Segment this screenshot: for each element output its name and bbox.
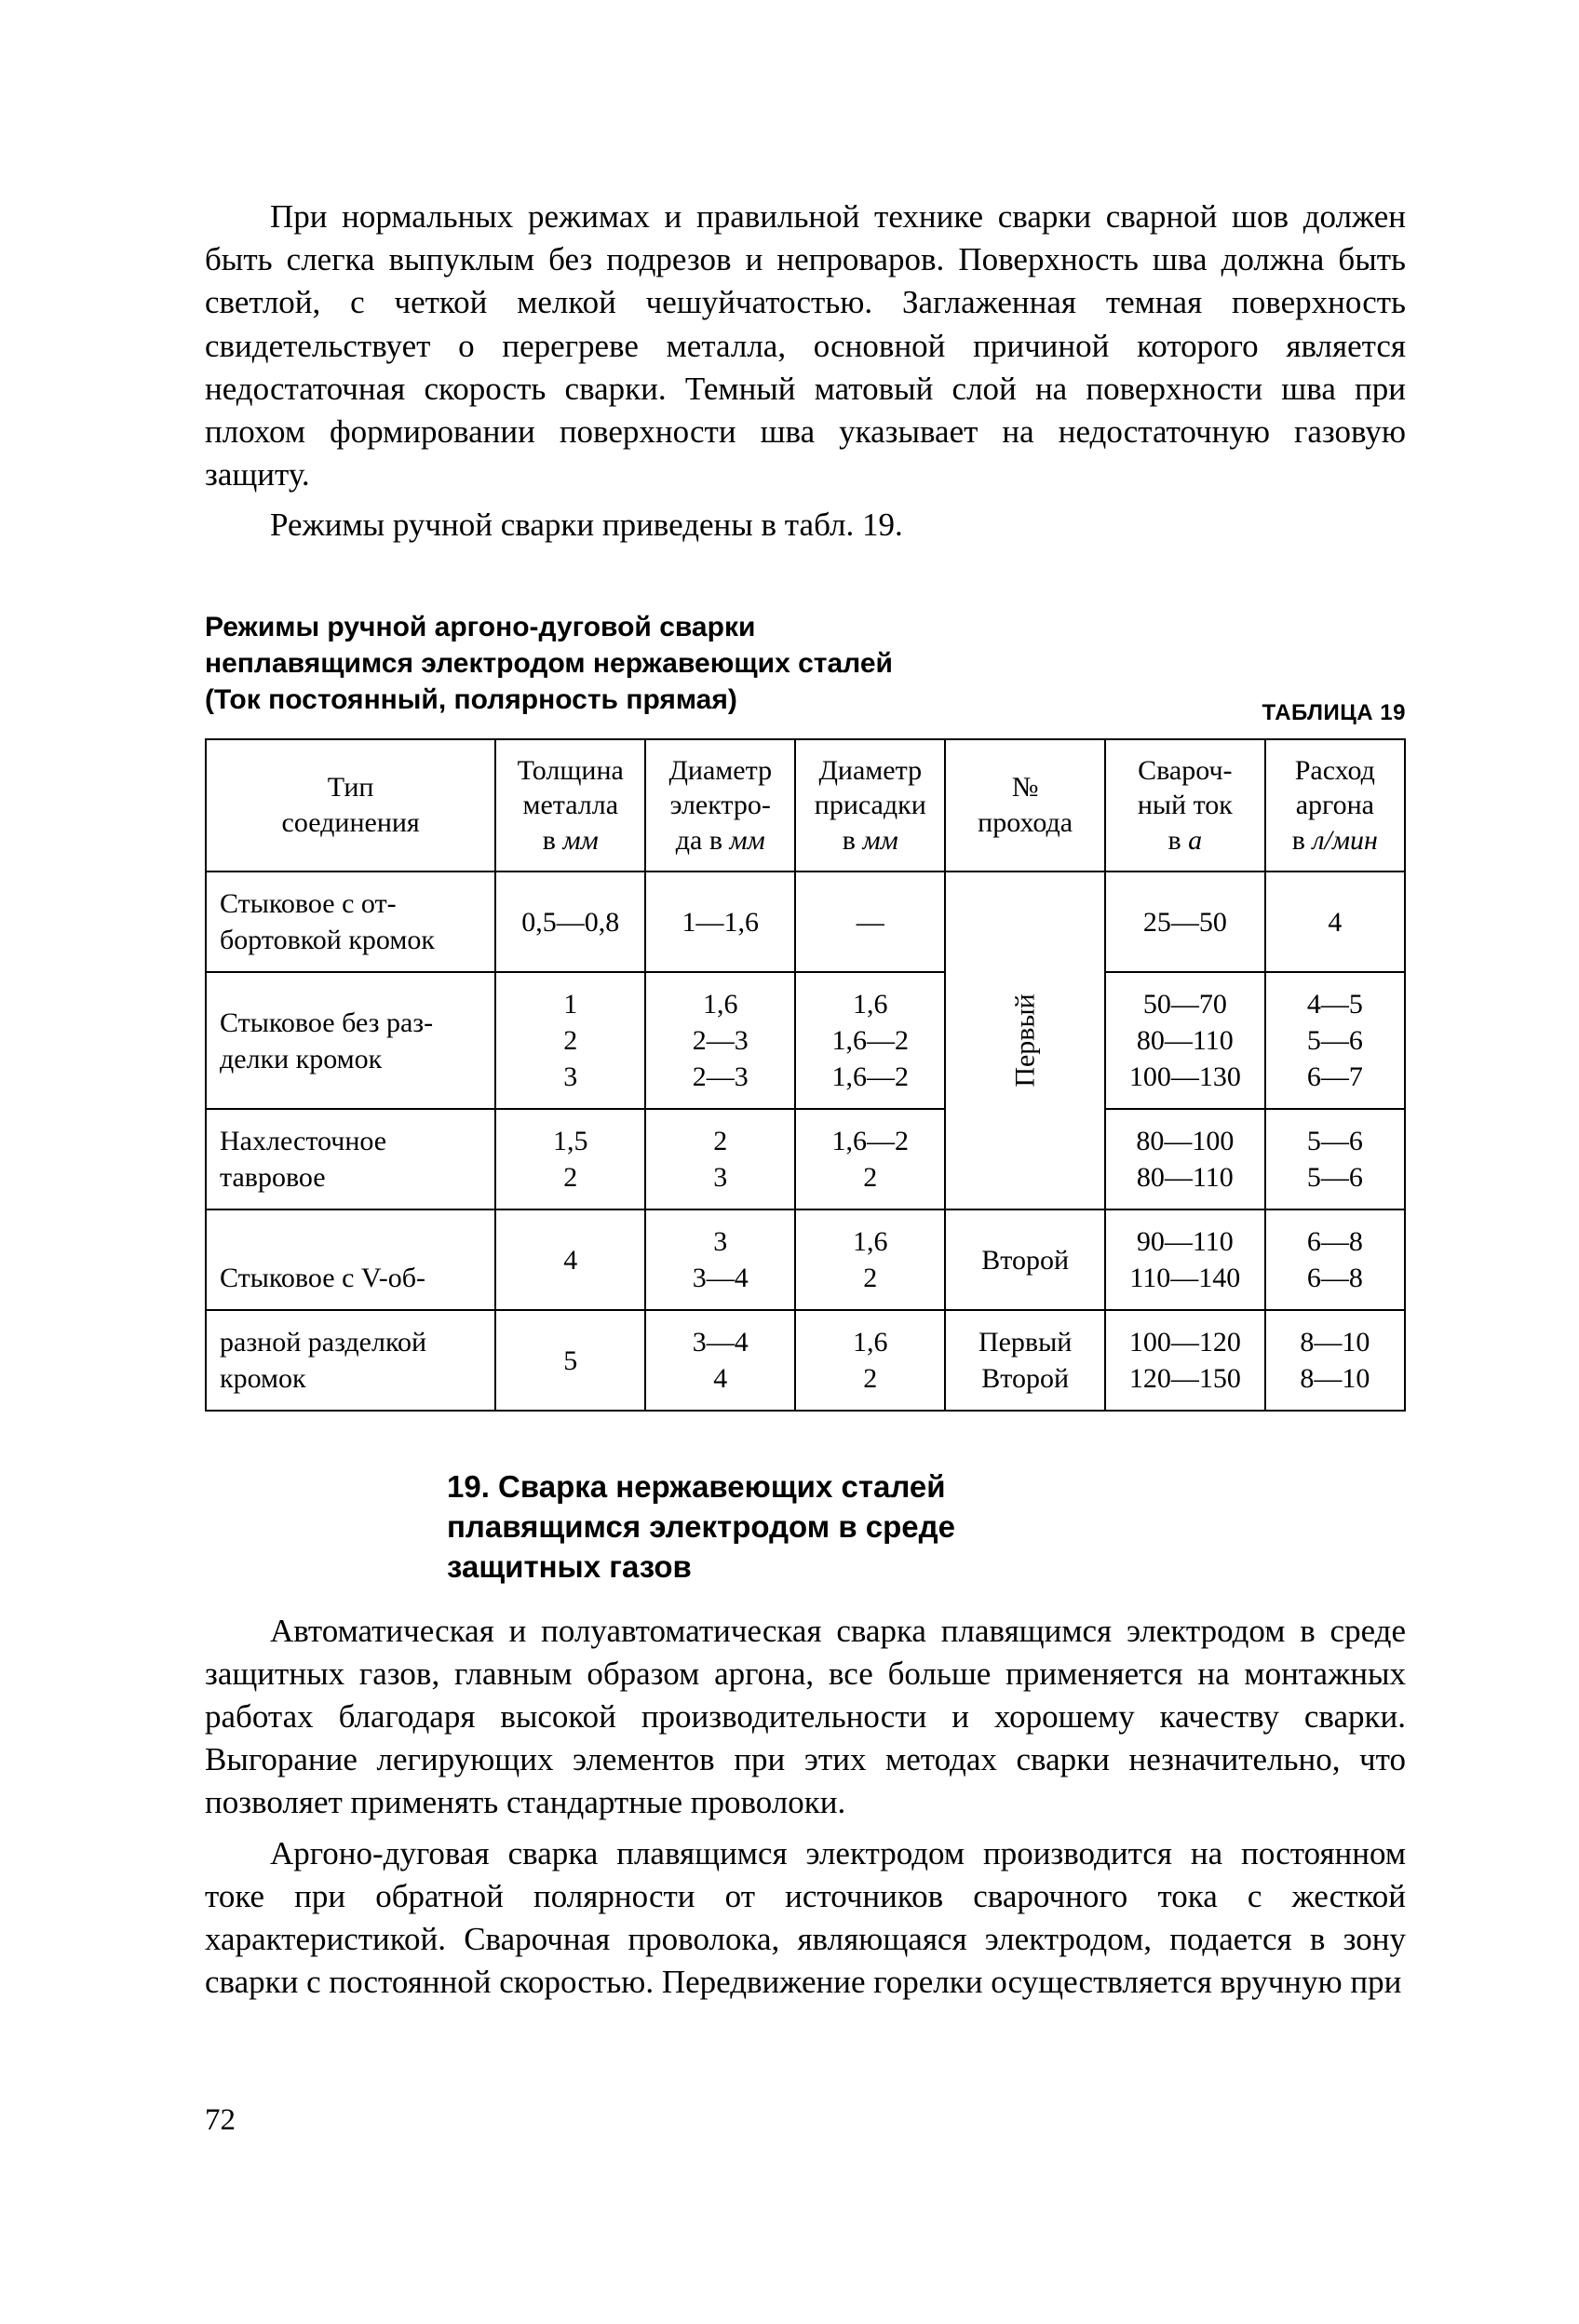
page-content: При нормальных режимах и правильной техн…: [205, 196, 1406, 2011]
table-caption: Режимы ручной аргоно-дуговой сварки непл…: [205, 609, 1406, 718]
welding-modes-table: Тип соединения Толщина металла в мм Диам…: [205, 738, 1406, 1412]
cell-gas: 4: [1265, 872, 1405, 972]
paragraph-4: Аргоно-дуговая сварка плавящимся электро…: [205, 1832, 1406, 2005]
cell-type-upper: Стыковое с V-об-: [206, 1209, 495, 1310]
table-row: разной разделкой кромок 5 3—4 4 1,6 2 Пе…: [206, 1310, 1405, 1411]
table-label: ТАБЛИЦА 19: [1262, 700, 1406, 726]
th-current: Свароч- ный ток в а: [1105, 739, 1265, 872]
section-heading: 19. Сварка нержавеющих сталей плавящимся…: [447, 1467, 1192, 1588]
th-type: Тип соединения: [206, 739, 495, 872]
cell-electrode: 3—4 4: [645, 1310, 795, 1411]
cell-current: 25—50: [1105, 872, 1265, 972]
cell-current: 90—110 110—140: [1105, 1209, 1265, 1310]
th-thickness: Толщина металла в мм: [495, 739, 645, 872]
cell-pass: Первый Второй: [945, 1310, 1105, 1411]
cell-thickness: 5: [495, 1310, 645, 1411]
cell-current: 100—120 120—150: [1105, 1310, 1265, 1411]
cell-current: 80—100 80—110: [1105, 1109, 1265, 1209]
cell-pass: Второй: [945, 1209, 1105, 1310]
section-heading-line-3: защитных газов: [447, 1549, 692, 1584]
table-row: Стыковое без раз­делки кромок 1 2 3 1,6 …: [206, 972, 1405, 1109]
table-caption-line-1: Режимы ручной аргоно-дуговой сварки: [205, 612, 755, 642]
cell-filler: 1,6—2 2: [795, 1109, 945, 1209]
table-caption-line-3: (Ток постоянный, полярность прямая): [205, 684, 737, 715]
cell-gas: 8—10 8—10: [1265, 1310, 1405, 1411]
section-heading-line-2: плавящимся электродом в среде: [447, 1509, 955, 1544]
cell-electrode: 3 3—4: [645, 1209, 795, 1310]
paragraph-1: При нормальных режимах и правильной техн…: [205, 196, 1406, 496]
paragraph-2: Режимы ручной сварки приведены в табл. 1…: [205, 504, 1406, 547]
th-gas: Расход аргона в л/мин: [1265, 739, 1405, 872]
cell-pass-first: Первый: [945, 872, 1105, 1209]
vertical-text-first: Первый: [1007, 993, 1044, 1087]
cell-gas: 6—8 6—8: [1265, 1209, 1405, 1310]
page-number: 72: [205, 2103, 236, 2138]
cell-electrode: 1—1,6: [645, 872, 795, 972]
cell-thickness: 0,5—0,8: [495, 872, 645, 972]
section-heading-line-1: 19. Сварка нержавеющих сталей: [447, 1469, 946, 1504]
cell-filler: 1,6 2: [795, 1310, 945, 1411]
cell-thickness: 1 2 3: [495, 972, 645, 1109]
cell-type: Нахлесточное тавровое: [206, 1109, 495, 1209]
table-row: Нахлесточное тавровое 1,5 2 2 3 1,6—2 2 …: [206, 1109, 1405, 1209]
th-electrode: Диаметр электро- да в мм: [645, 739, 795, 872]
cell-type-lower: разной разделкой кромок: [206, 1310, 495, 1411]
cell-thickness: 1,5 2: [495, 1109, 645, 1209]
cell-electrode: 2 3: [645, 1109, 795, 1209]
cell-type: Стыковое без раз­делки кромок: [206, 972, 495, 1109]
cell-filler: 1,6 2: [795, 1209, 945, 1310]
cell-gas: 5—6 5—6: [1265, 1109, 1405, 1209]
table-row: Стыковое с от­бортовкой кромок 0,5—0,8 1…: [206, 872, 1405, 972]
table-header-row: Тип соединения Толщина металла в мм Диам…: [206, 739, 1405, 872]
paragraph-3: Автоматическая и полуавтоматическая свар…: [205, 1610, 1406, 1825]
table-row: Стыковое с V-об- 4 3 3—4 1,6 2 Второй 90…: [206, 1209, 1405, 1310]
th-pass: № прохода: [945, 739, 1105, 872]
cell-filler: 1,6 1,6—2 1,6—2: [795, 972, 945, 1109]
cell-gas: 4—5 5—6 6—7: [1265, 972, 1405, 1109]
table-caption-line-2: неплавящимся электродом нержавеющих стал…: [205, 648, 893, 679]
cell-type: Стыковое с от­бортовкой кромок: [206, 872, 495, 972]
cell-current: 50—70 80—110 100—130: [1105, 972, 1265, 1109]
cell-electrode: 1,6 2—3 2—3: [645, 972, 795, 1109]
cell-filler: —: [795, 872, 945, 972]
cell-thickness: 4: [495, 1209, 645, 1310]
th-filler: Диаметр присадки в мм: [795, 739, 945, 872]
